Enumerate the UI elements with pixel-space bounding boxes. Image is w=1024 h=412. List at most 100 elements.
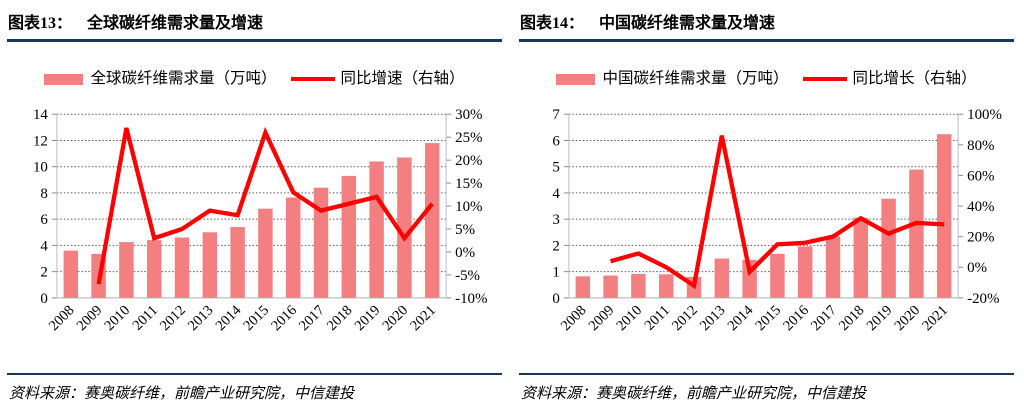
category-label: 2018 [324, 302, 356, 334]
bar-series-label: 中国碳纤维需求量（万吨） [602, 70, 789, 87]
category-label: 2009 [74, 302, 106, 334]
category-label: 2016 [780, 302, 812, 334]
right-axis-label: 20% [967, 230, 994, 246]
chart-area: 0 2 4 6 8 10 12 14 -10% -5% 0% 5% 10% 15% 20% 25% 30% 200… [7, 102, 502, 358]
category-label: 2020 [891, 302, 923, 334]
demand-bar [658, 274, 674, 298]
right-axis-label: 25% [455, 130, 482, 146]
source-label: 资料来源： [9, 386, 85, 402]
left-axis-label: 4 [40, 238, 48, 254]
right-axis-label: -20% [967, 291, 999, 307]
left-axis-label: 1 [552, 265, 559, 281]
left-axis-label: 12 [33, 133, 48, 149]
right-axis-label: 0% [455, 245, 475, 261]
line-series-label: 同比增长（右轴） [852, 70, 977, 87]
demand-bar [603, 275, 618, 298]
category-label: 2010 [101, 302, 133, 334]
bar-series-swatch [44, 73, 84, 85]
left-axis-label: 10 [33, 160, 48, 176]
chart-legend: 全球碳纤维需求量（万吨） 同比增速（右轴） [7, 69, 502, 89]
category-label: 2008 [558, 302, 590, 334]
source-note: 资料来源：赛奥碳纤维，前瞻产业研究院，中信建投 [519, 373, 1014, 412]
panel-global-demand: 图表13： 全球碳纤维需求量及增速 全球碳纤维需求量（万吨） 同比增速（右轴） … [7, 0, 502, 402]
left-axis-label: 6 [40, 212, 48, 228]
category-label: 2021 [919, 302, 951, 334]
chart-canvas-china: 01234567-20%0%20%40%60%80%100%2008200920… [552, 107, 1002, 334]
category-label: 2011 [642, 302, 673, 333]
category-label: 2012 [669, 302, 701, 334]
right-axis-label: -5% [455, 268, 480, 284]
category-label: 2014 [213, 302, 245, 334]
demand-bar [575, 276, 591, 298]
demand-bar [825, 236, 841, 298]
demand-bar [909, 169, 924, 298]
category-label: 2014 [725, 302, 757, 334]
left-axis-label: 2 [40, 265, 47, 281]
category-label: 2018 [836, 302, 868, 334]
category-label: 2008 [46, 302, 78, 334]
left-axis-label: 6 [552, 133, 560, 149]
left-axis-label: 5 [552, 160, 559, 176]
source-text: 赛奥碳纤维，前瞻产业研究院，中信建投 [596, 386, 867, 402]
right-axis-label: 20% [455, 153, 482, 169]
right-axis-label: 5% [455, 222, 475, 238]
panel-china-demand: 图表14： 中国碳纤维需求量及增速 中国碳纤维需求量（万吨） 同比增长（右轴） … [512, 0, 1024, 412]
left-axis-label: 0 [40, 291, 47, 307]
left-axis-label: 3 [552, 212, 559, 228]
category-label: 2012 [157, 302, 189, 334]
left-axis-label: 2 [552, 238, 559, 254]
left-axis-label: 0 [552, 291, 559, 307]
category-label: 2016 [268, 302, 300, 334]
demand-bar [313, 187, 329, 298]
category-label: 2013 [185, 302, 217, 334]
category-label: 2017 [296, 302, 328, 334]
right-axis-label: 15% [455, 176, 482, 192]
demand-bar [63, 250, 79, 298]
demand-bar [202, 232, 218, 298]
right-axis-label: -10% [455, 291, 487, 307]
category-label: 2011 [130, 302, 161, 333]
category-label: 2019 [864, 302, 896, 334]
demand-bar [397, 157, 412, 298]
category-label: 2017 [808, 302, 840, 334]
growth-line [610, 135, 945, 290]
demand-bar [341, 175, 357, 298]
demand-bar [119, 242, 134, 298]
figure-title: 全球碳纤维需求量及增速 [87, 15, 264, 32]
demand-bar [369, 161, 384, 298]
category-label: 2021 [407, 302, 439, 334]
right-axis-label: 40% [967, 199, 994, 215]
growth-line [96, 126, 434, 285]
figure-header: 图表14： 中国碳纤维需求量及增速 [519, 0, 1014, 42]
bar-series-label: 全球碳纤维需求量（万吨） [90, 70, 277, 87]
right-axis-label: 100% [967, 107, 1002, 123]
line-series-label: 同比增速（右轴） [340, 70, 465, 87]
demand-bar [797, 246, 813, 298]
line-series-swatch [802, 77, 847, 81]
figure-title: 中国碳纤维需求量及增速 [599, 15, 776, 32]
source-label: 资料来源： [521, 386, 597, 402]
demand-bar [146, 240, 162, 298]
figure-header: 图表13： 全球碳纤维需求量及增速 [7, 0, 502, 42]
category-label: 2020 [379, 302, 411, 334]
demand-bar [174, 237, 190, 298]
category-label: 2015 [752, 302, 784, 334]
bar-series-swatch [556, 73, 596, 85]
right-axis-label: 10% [455, 199, 482, 215]
chart-area: 0 1 2 3 4 5 6 7 -20% 0% 20% 40% 60% 80% 100% 2008 2009 20… [519, 102, 1014, 358]
chart-canvas-global: 0 2 4 6 8 10 12 14 -10% -5% 0% 5% 10% 15% 20% 25% 30% 200… [33, 107, 488, 334]
demand-bar [714, 258, 730, 298]
chart-legend: 中国碳纤维需求量（万吨） 同比增长（右轴） [519, 69, 1014, 89]
demand-bar [853, 217, 869, 298]
category-label: 2009 [586, 302, 618, 334]
demand-bar [631, 273, 646, 298]
left-axis-label: 14 [33, 107, 48, 123]
demand-bar [936, 134, 952, 298]
category-label: 2019 [352, 302, 384, 334]
category-label: 2010 [613, 302, 645, 334]
demand-bar [770, 253, 785, 298]
source-text: 赛奥碳纤维，前瞻产业研究院，中信建投 [84, 386, 355, 402]
line-series-swatch [290, 77, 335, 81]
right-axis-label: 60% [967, 168, 994, 184]
